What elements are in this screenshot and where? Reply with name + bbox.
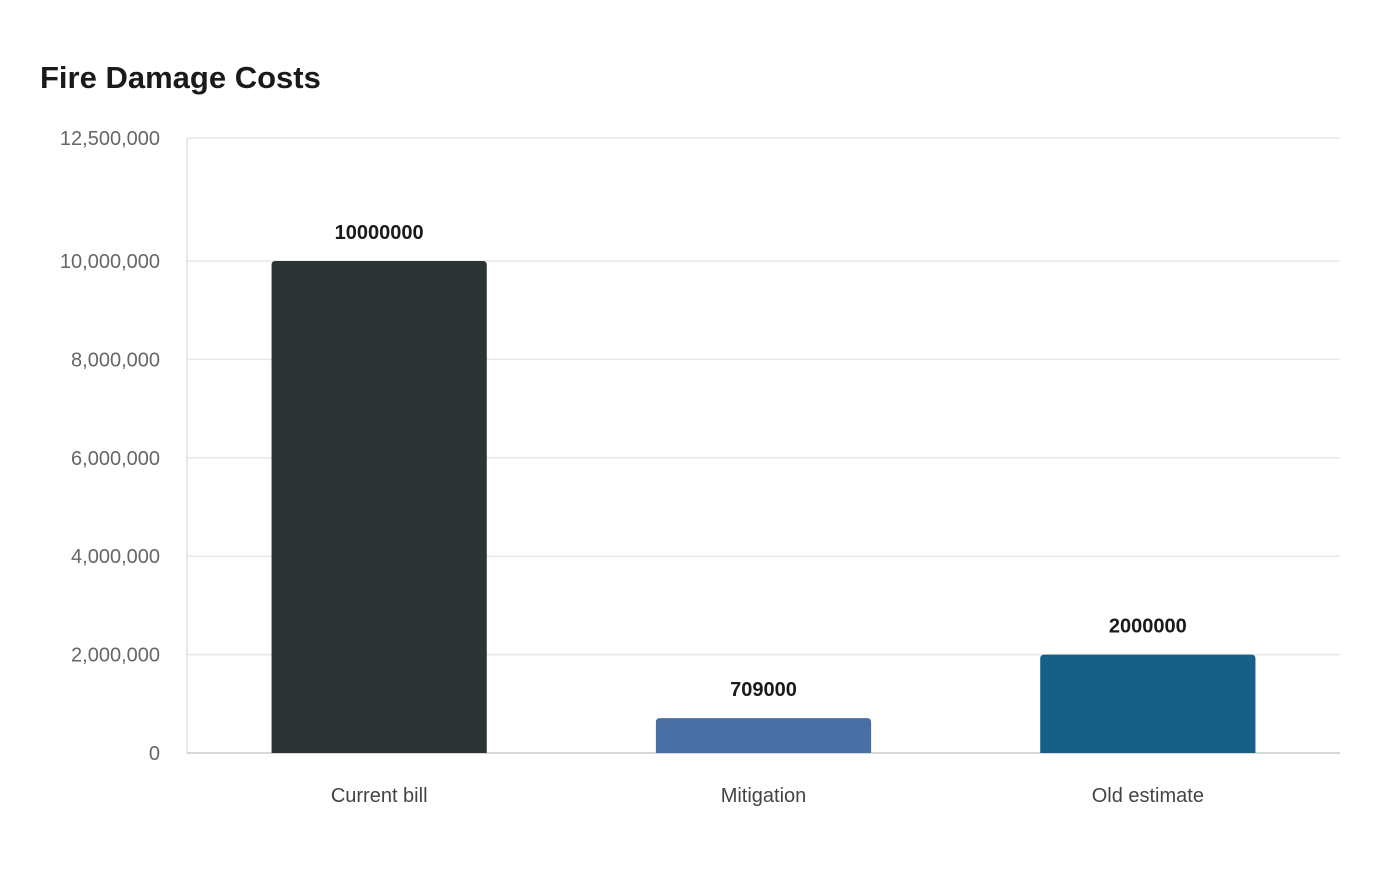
labels: 0 2,000,000 4,000,000 6,000,000 8,000,000 10,…	[60, 128, 1204, 807]
bars	[271, 261, 1256, 753]
y-tick-label: 2,000,000	[71, 645, 160, 667]
x-tick-label: Mitigation	[721, 785, 807, 807]
y-tick-label: 6,000,000	[71, 448, 160, 470]
y-tick-label: 0	[149, 743, 160, 765]
chart-title: Fire Damage Costs	[40, 60, 321, 95]
data-label: 10000000	[335, 222, 424, 244]
y-tick-label: 12,500,000	[60, 128, 160, 150]
x-tick-label: Current bill	[331, 785, 428, 807]
data-label: 2000000	[1109, 616, 1187, 638]
y-tick-label: 10,000,000	[60, 251, 160, 273]
bar-current-bill	[271, 261, 487, 753]
y-tick-label: 8,000,000	[71, 349, 160, 371]
bar-old-estimate	[1040, 654, 1256, 753]
bar-mitigation	[655, 718, 872, 753]
data-label: 709000	[730, 679, 797, 701]
x-tick-label: Old estimate	[1092, 785, 1204, 807]
y-tick-label: 4,000,000	[71, 546, 160, 568]
